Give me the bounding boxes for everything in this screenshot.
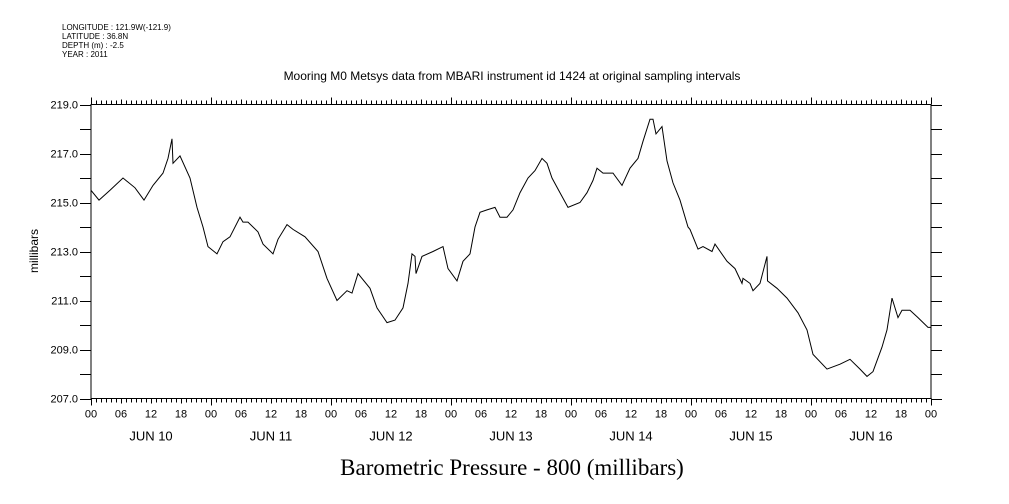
x-tick-label: 06 (115, 409, 127, 421)
x-tick-label: 18 (175, 409, 187, 421)
day-label: JUN 16 (849, 429, 892, 444)
y-tick-label: 211.0 (51, 296, 78, 308)
x-tick-label: 06 (355, 409, 367, 421)
x-tick-label: 18 (535, 409, 547, 421)
x-tick-label: 00 (325, 409, 337, 421)
x-tick-label: 06 (475, 409, 487, 421)
y-tick-label: 209.0 (50, 345, 78, 357)
x-tick-label: 12 (625, 409, 637, 421)
y-tick-label: 219.0 (50, 100, 78, 112)
y-tick-label: 215.0 (50, 198, 78, 210)
day-label: JUN 13 (489, 429, 532, 444)
pressure-series-line (90, 118, 931, 378)
x-tick-label: 00 (805, 409, 817, 421)
x-tick-label: 06 (595, 409, 607, 421)
x-tick-label: 00 (565, 409, 577, 421)
x-tick-label: 06 (835, 409, 847, 421)
x-tick-label: 12 (745, 409, 757, 421)
x-tick-label: 06 (235, 409, 247, 421)
chart-title: Mooring M0 Metsys data from MBARI instru… (284, 69, 741, 83)
depth-label: DEPTH (m) : -2.5 (62, 41, 124, 50)
x-tick-label: 12 (865, 409, 877, 421)
x-tick-label: 12 (145, 409, 157, 421)
day-label: JUN 12 (369, 429, 412, 444)
x-axis-label: Barometric Pressure - 800 (millibars) (340, 455, 684, 480)
metadata-header: LONGITUDE : 121.9W(-121.9) LATITUDE : 36… (62, 23, 171, 59)
x-tick-label: 18 (895, 409, 907, 421)
day-label: JUN 10 (129, 429, 172, 444)
y-tick-label: 207.0 (50, 394, 78, 406)
x-tick-label: 12 (505, 409, 517, 421)
x-tick-label: 12 (385, 409, 397, 421)
y-tick-label: 217.0 (50, 149, 78, 161)
day-label: JUN 11 (250, 429, 292, 444)
x-tick-label: 18 (655, 409, 667, 421)
plot-frame (90, 104, 932, 399)
x-tick-label: 00 (925, 409, 937, 421)
x-tick-label: 06 (715, 409, 727, 421)
longitude-label: LONGITUDE : 121.9W(-121.9) (62, 23, 171, 32)
y-axis-label: millibars (27, 229, 41, 273)
x-tick-label: 18 (775, 409, 787, 421)
x-tick-label: 00 (205, 409, 217, 421)
day-label: JUN 14 (609, 429, 652, 444)
year-label: YEAR : 2011 (62, 50, 108, 59)
x-tick-label: 00 (445, 409, 457, 421)
day-label: JUN 15 (729, 429, 772, 444)
x-tick-label: 18 (415, 409, 427, 421)
y-tick-label: 213.0 (50, 247, 78, 259)
x-tick-label: 00 (85, 409, 97, 421)
x-tick-label: 18 (295, 409, 307, 421)
x-tick-label: 12 (265, 409, 277, 421)
latitude-label: LATITUDE : 36.8N (62, 32, 128, 41)
axis-ticks (80, 97, 942, 406)
x-tick-label: 00 (685, 409, 697, 421)
